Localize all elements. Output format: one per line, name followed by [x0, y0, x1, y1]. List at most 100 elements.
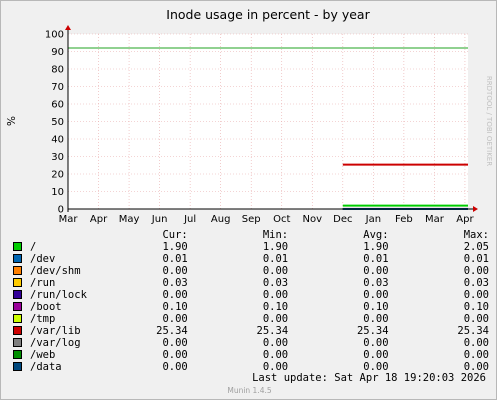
- legend-row: /boot 0.10 0.10 0.10 0.10: [11, 301, 489, 313]
- legend-row: /run 0.03 0.03 0.03 0.03: [11, 277, 489, 289]
- legend-max-value: 2.05: [463, 241, 489, 253]
- y-tick-label: 60: [51, 100, 64, 111]
- legend-label: /var/lib: [30, 325, 81, 337]
- legend-max-value: 0.03: [463, 277, 489, 289]
- legend-avg-value: 0.03: [363, 277, 389, 289]
- legend-label: /data: [30, 361, 62, 373]
- y-tick-label: 80: [51, 65, 64, 76]
- legend-avg-value: 0.10: [363, 301, 389, 313]
- legend-max-value: 25.34: [457, 325, 489, 337]
- legend-cur-value: 0.00: [162, 313, 188, 325]
- legend-min-value: 0.00: [262, 289, 289, 301]
- legend-cur-value: 0.00: [162, 265, 188, 277]
- legend: Cur: Min: Avg: Max: / 1.90 1.90 1.90 2.05/de…: [11, 229, 489, 373]
- legend-label: /run/lock: [30, 289, 87, 301]
- legend-swatch: [13, 350, 22, 359]
- avg-header: Avg:: [363, 229, 389, 241]
- y-tick-label: 40: [51, 135, 64, 146]
- y-tick-label: 100: [45, 30, 64, 41]
- legend-avg-value: 0.00: [363, 349, 389, 361]
- legend-min-value: 0.01: [262, 253, 289, 265]
- legend-row: /run/lock 0.00 0.00 0.00 0.00: [11, 289, 489, 301]
- legend-min-value: 0.00: [262, 349, 289, 361]
- legend-min-value: 1.90: [262, 241, 289, 253]
- legend-max-value: 0.00: [463, 361, 489, 373]
- legend-swatch: [13, 266, 22, 275]
- tick-labels: 0 10 20 30 40 50 60 70 80 90 100 Mar Apr May Jun Jul Aug…: [45, 30, 475, 226]
- x-axis-arrow: [473, 206, 478, 212]
- legend-cur-value: 25.34: [156, 325, 188, 337]
- legend-label: /run: [30, 277, 56, 289]
- legend-swatch: [13, 290, 22, 299]
- legend-row: / 1.90 1.90 1.90 2.05: [11, 241, 489, 253]
- munin-version: Munin 1.4.5: [227, 386, 272, 395]
- x-tick-label: Jan: [365, 214, 381, 225]
- x-tick-label: Sep: [242, 214, 261, 225]
- y-tick-label: 10: [51, 187, 64, 198]
- legend-cur-value: 0.00: [162, 289, 188, 301]
- legend-min-value: 0.00: [262, 337, 289, 349]
- legend-avg-value: 0.01: [363, 253, 389, 265]
- legend-min-value: 0.00: [262, 361, 289, 373]
- legend-label: /var/log: [30, 337, 81, 349]
- legend-max-value: 0.10: [463, 301, 489, 313]
- legend-min-value: 25.34: [256, 325, 289, 337]
- x-tick-label: Mar: [59, 214, 79, 225]
- rrdtool-watermark: RRDTOOL / TOBI OETIKER: [485, 76, 493, 166]
- y-axis-arrow: [65, 25, 71, 30]
- x-tick-label: Jun: [151, 214, 168, 225]
- min-header: Min:: [262, 229, 289, 241]
- last-update: Last update: Sat Apr 18 19:20:03 2026: [252, 372, 486, 384]
- legend-cur-value: 0.00: [162, 361, 188, 373]
- legend-label: /tmp: [30, 313, 56, 325]
- legend-swatch: [13, 242, 22, 251]
- legend-row: /web 0.00 0.00 0.00 0.00: [11, 349, 489, 361]
- legend-min-value: 0.10: [262, 301, 289, 313]
- legend-header: Cur: Min: Avg: Max:: [11, 229, 489, 241]
- x-tick-label: Dec: [333, 214, 352, 225]
- legend-max-value: 0.00: [463, 313, 489, 325]
- y-tick-label: 50: [51, 117, 64, 128]
- legend-label: /dev: [30, 253, 56, 265]
- x-tick-label: Apr: [456, 214, 474, 225]
- y-tick-label: 90: [51, 47, 64, 58]
- x-tick-label: Aug: [211, 214, 231, 225]
- max-header: Max:: [463, 229, 489, 241]
- legend-cur-value: 0.10: [162, 301, 188, 313]
- axes: [65, 25, 478, 212]
- legend-row: /dev/shm 0.00 0.00 0.00 0.00: [11, 265, 489, 277]
- legend-swatch: [13, 338, 22, 347]
- legend-avg-value: 0.00: [363, 313, 389, 325]
- legend-min-value: 0.03: [262, 277, 289, 289]
- legend-min-value: 0.00: [262, 313, 289, 325]
- legend-swatch: [13, 314, 22, 323]
- y-tick-label: 30: [51, 152, 64, 163]
- legend-max-value: 0.00: [463, 289, 489, 301]
- legend-row: /dev 0.01 0.01 0.01 0.01: [11, 253, 489, 265]
- x-tick-label: Mar: [425, 214, 445, 225]
- x-tick-label: May: [119, 214, 140, 225]
- legend-avg-value: 1.90: [363, 241, 389, 253]
- y-tick-label: 70: [51, 82, 64, 93]
- legend-max-value: 0.01: [463, 253, 489, 265]
- legend-max-value: 0.00: [463, 349, 489, 361]
- legend-cur-value: 0.03: [162, 277, 188, 289]
- inode-usage-chart: Inode usage in percent - by year % RRDTO…: [6, 7, 493, 226]
- legend-row: /tmp 0.00 0.00 0.00 0.00: [11, 313, 489, 325]
- chart-title: Inode usage in percent - by year: [166, 7, 370, 22]
- legend-avg-value: 0.00: [363, 361, 389, 373]
- legend-row: /var/log 0.00 0.00 0.00 0.00: [11, 337, 489, 349]
- legend-min-value: 0.00: [262, 265, 289, 277]
- legend-max-value: 0.00: [463, 337, 489, 349]
- legend-label: /dev/shm: [30, 265, 81, 277]
- legend-cur-value: 0.00: [162, 337, 188, 349]
- grid: [68, 33, 468, 209]
- legend-cur-value: 1.90: [162, 241, 188, 253]
- legend-avg-value: 0.00: [363, 337, 389, 349]
- legend-label: /web: [30, 349, 56, 361]
- legend-swatch: [13, 362, 22, 371]
- y-tick-label: 0: [58, 205, 64, 216]
- legend-max-value: 0.00: [463, 265, 489, 277]
- legend-swatch: [13, 278, 22, 287]
